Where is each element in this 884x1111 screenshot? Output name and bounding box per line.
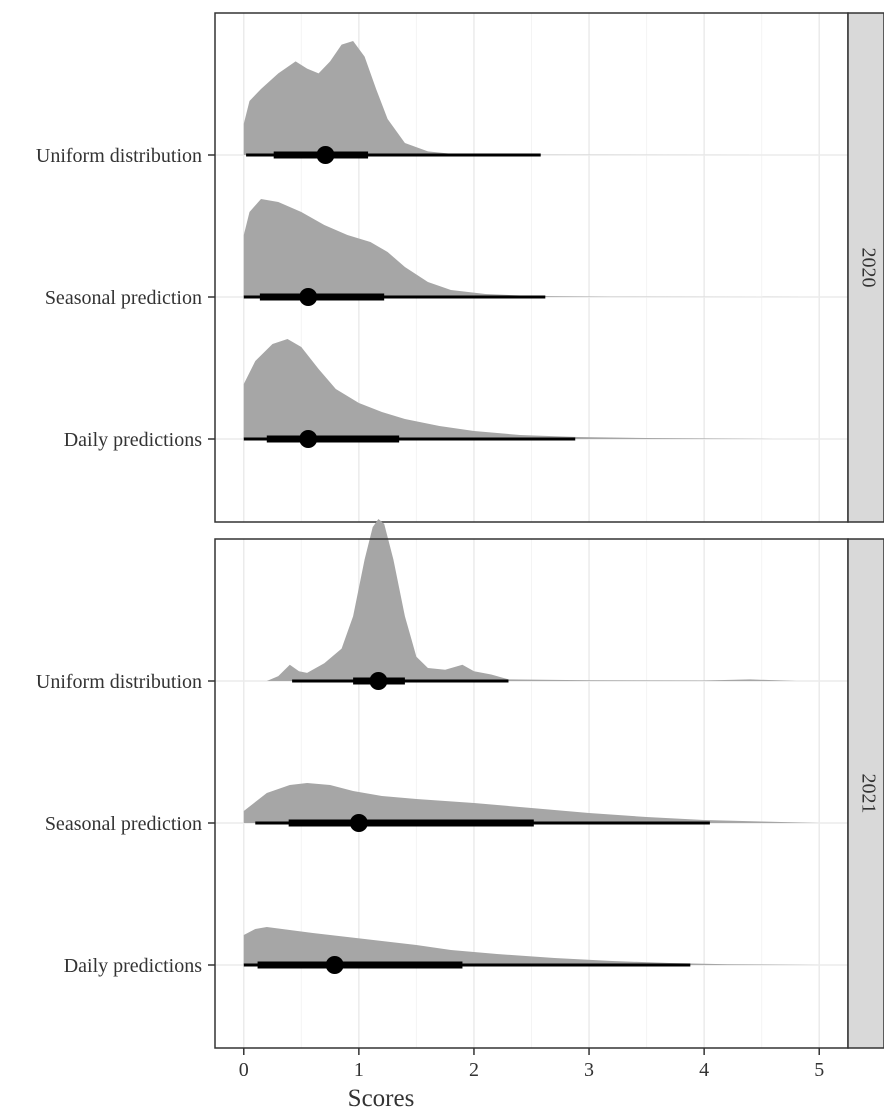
point-estimate — [299, 288, 317, 306]
y-tick-label: Daily predictions — [64, 429, 203, 451]
facet-panel-2021: Uniform distribution Seasonal prediction D… — [36, 519, 884, 1048]
y-tick-label: Seasonal prediction — [45, 287, 202, 309]
y-tick-label: Daily predictions — [64, 955, 203, 977]
point-estimate — [369, 672, 387, 690]
y-tick-label: Seasonal prediction — [45, 813, 202, 835]
point-estimate — [326, 956, 344, 974]
y-tick-label: Uniform distribution — [36, 145, 202, 167]
x-axis-label: Scores — [348, 1085, 415, 1111]
point-estimate — [299, 430, 317, 448]
x-tick-label: 0 — [239, 1059, 249, 1081]
x-tick-label: 3 — [584, 1059, 594, 1081]
point-estimate — [316, 146, 334, 164]
facet-strip-label: 2021 — [857, 774, 879, 814]
x-tick-label: 4 — [699, 1059, 709, 1081]
facet-strip-label: 2020 — [857, 248, 879, 288]
x-tick-label: 1 — [354, 1059, 364, 1081]
x-tick-label: 5 — [814, 1059, 824, 1081]
y-tick-label: Uniform distribution — [36, 671, 202, 693]
facet-panel-2020: Uniform distribution Seasonal prediction D… — [36, 13, 884, 522]
x-tick-label: 2 — [469, 1059, 479, 1081]
point-estimate — [350, 814, 368, 832]
